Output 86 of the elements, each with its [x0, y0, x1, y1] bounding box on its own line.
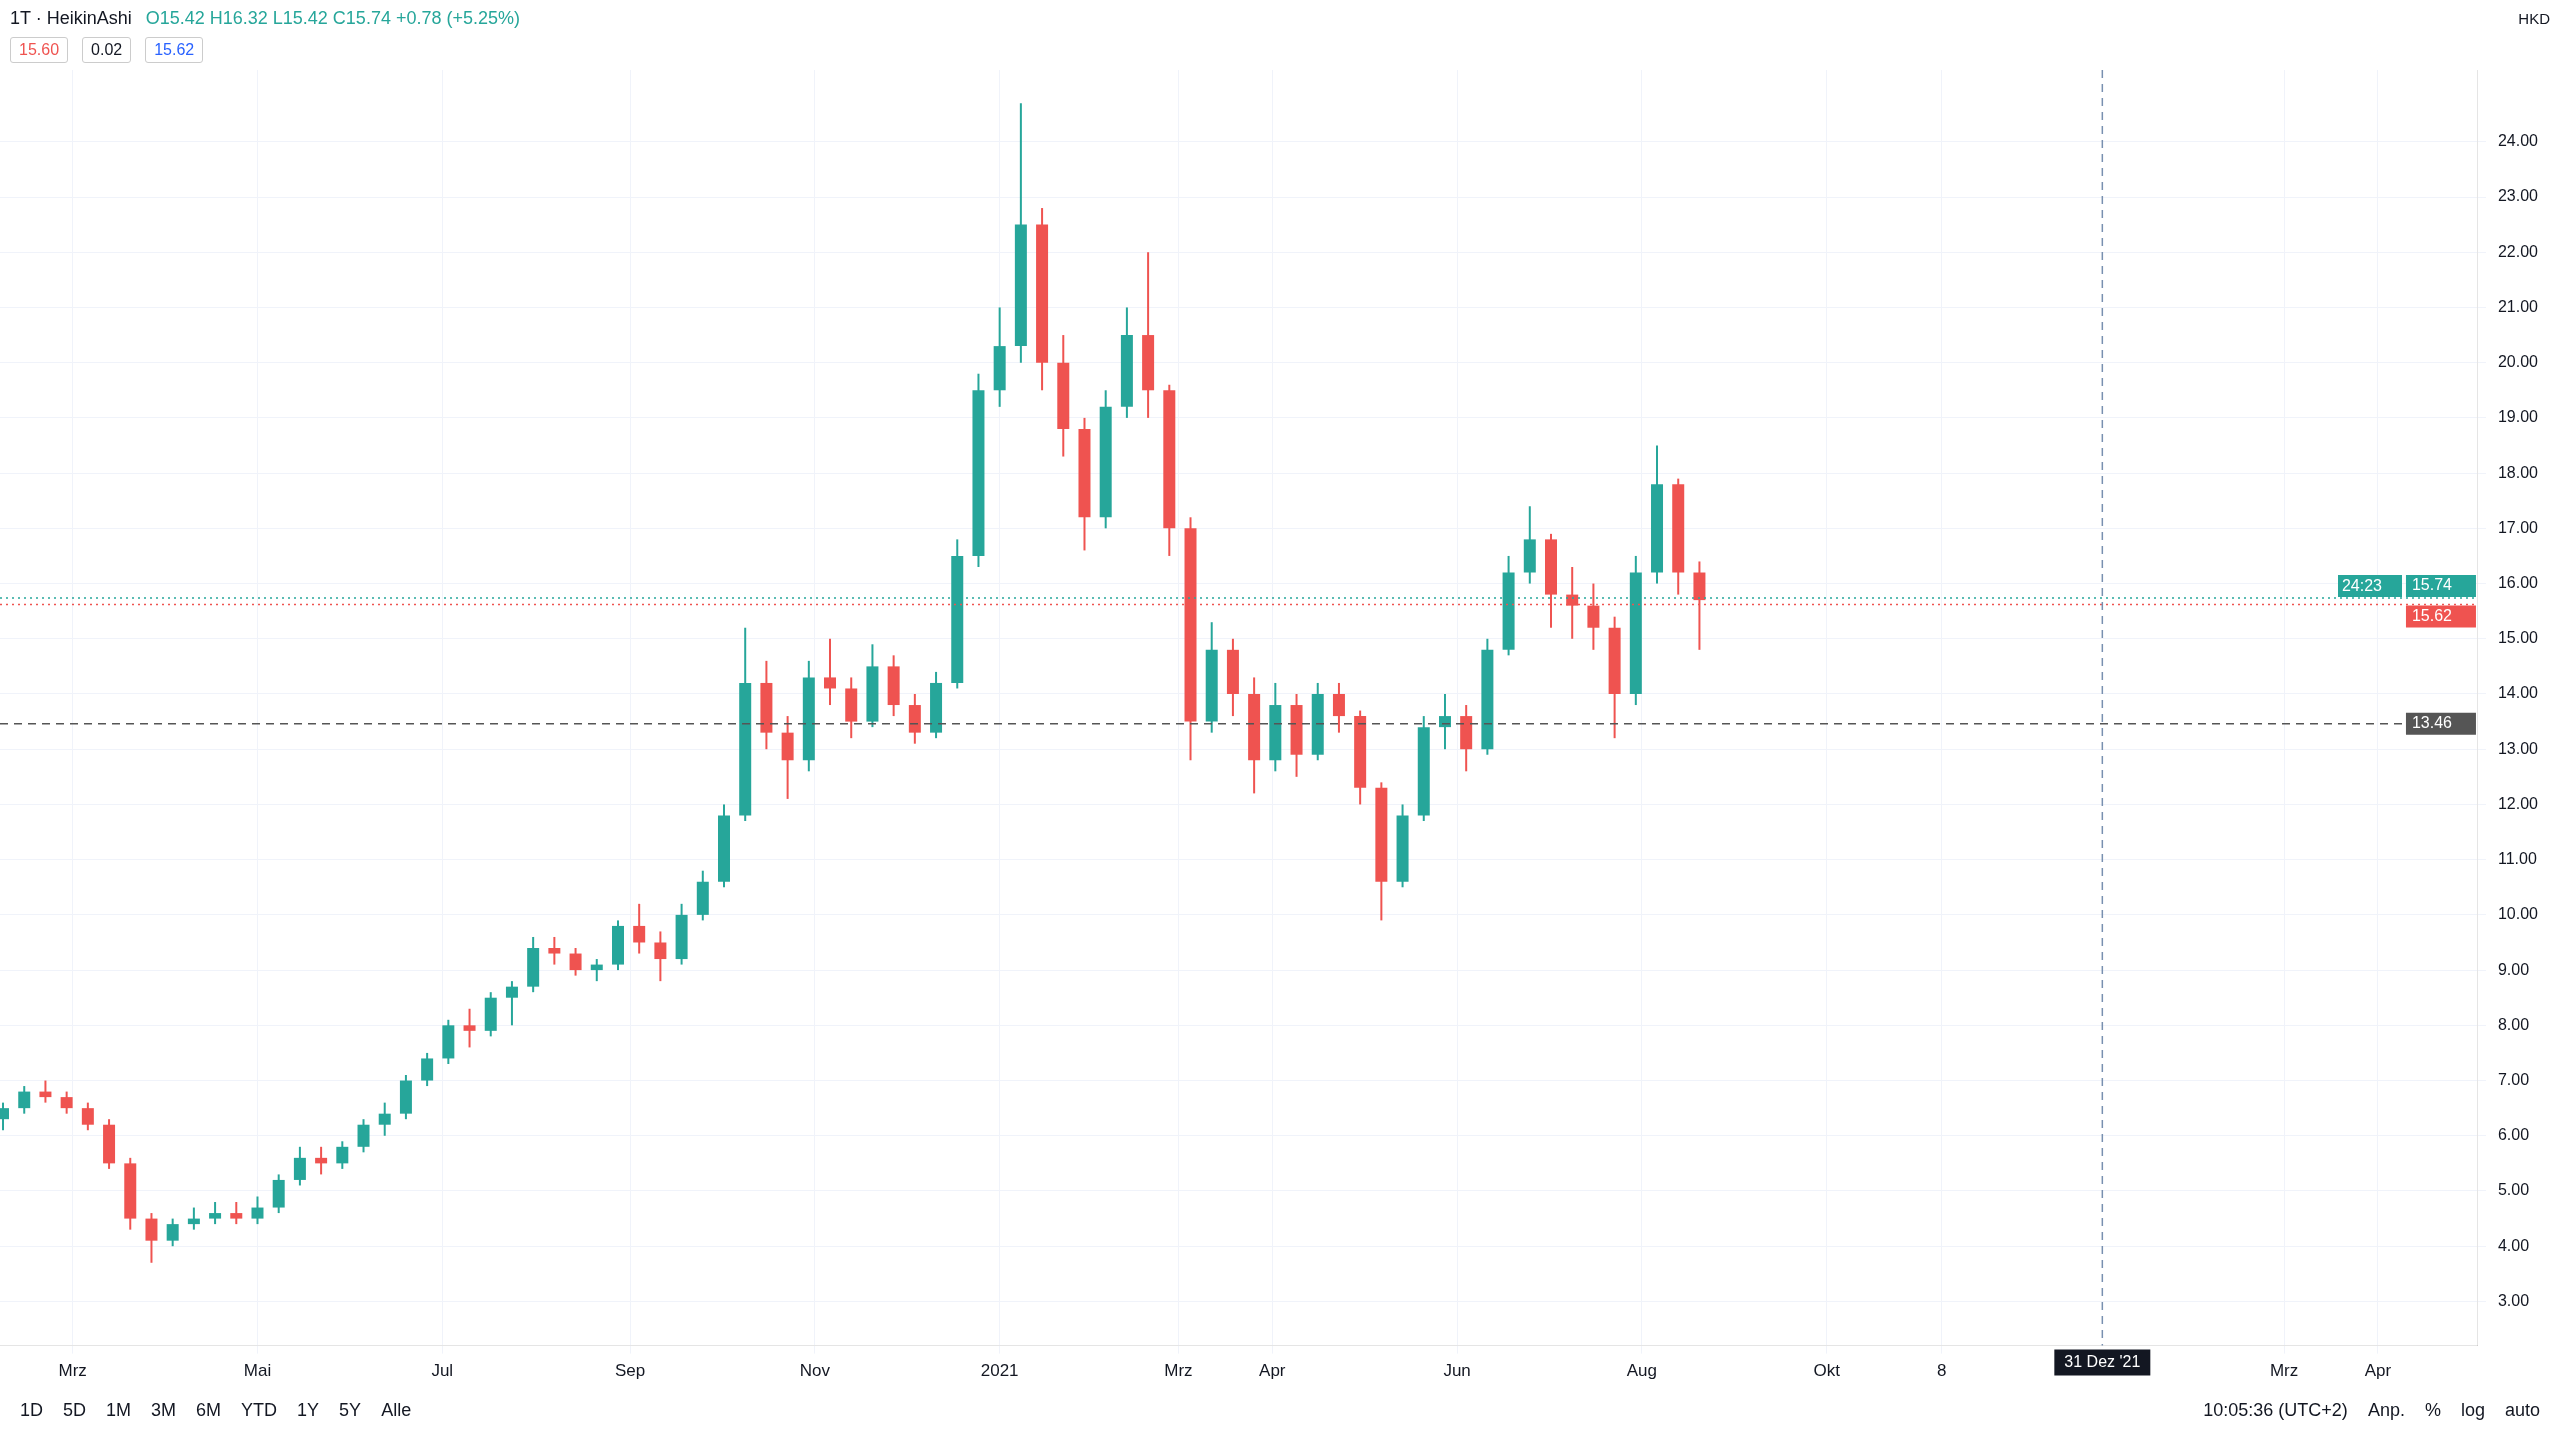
- ref-line-label: 15.74: [2411, 576, 2453, 594]
- text: YTD: [241, 1400, 278, 1421]
- y-tick-label: 5.00: [2497, 1181, 2530, 1199]
- candlestick: [421, 1051, 434, 1088]
- text: 15.60: [10, 37, 69, 63]
- x-tick-label: Sep: [614, 1361, 646, 1381]
- text: 1D: [20, 1400, 44, 1421]
- x-tick-label: Mrz: [1164, 1361, 1193, 1381]
- x-tick-label: Nov: [799, 1361, 831, 1381]
- y-tick-label: 15.00: [2497, 629, 2539, 647]
- text: 3M: [151, 1400, 177, 1421]
- y-tick-label: 20.00: [2497, 353, 2539, 371]
- x-tick-label: Apr: [1259, 1361, 1286, 1381]
- text: 1Y: [297, 1400, 320, 1421]
- candlestick: [81, 1101, 94, 1132]
- candlestick: [654, 930, 667, 983]
- text: auto: [2504, 1400, 2540, 1421]
- y-tick-label: 8.00: [2497, 1015, 2530, 1033]
- candlestick: [293, 1145, 306, 1187]
- text: 5Y: [339, 1400, 362, 1421]
- ref-line-label: 31 Dez '21: [2064, 1353, 2141, 1371]
- y-tick-label: 3.00: [2497, 1291, 2530, 1309]
- ref-line-label: 13.46: [2411, 714, 2453, 732]
- candlestick: [824, 637, 837, 707]
- candlestick: [315, 1145, 328, 1176]
- candlestick: [1332, 681, 1345, 734]
- x-tick-label: Jun: [1443, 1361, 1471, 1381]
- y-tick-label: 16.00: [2497, 573, 2539, 591]
- candlestick: [505, 980, 518, 1027]
- candlestick: [145, 1212, 158, 1264]
- x-tick-label: Aug: [1626, 1361, 1657, 1381]
- y-tick-label: 14.00: [2497, 684, 2539, 702]
- y-tick-label: 9.00: [2497, 960, 2530, 978]
- candlestick: [336, 1140, 349, 1170]
- text: 1M: [106, 1400, 132, 1421]
- chart-title: 1T · HeikinAshi: [10, 8, 132, 29]
- text: log: [2460, 1400, 2485, 1421]
- candlestick: [187, 1206, 200, 1231]
- candlestick: [251, 1195, 264, 1226]
- text: 15.62: [145, 37, 204, 63]
- ref-line-label: 15.62: [2411, 606, 2453, 624]
- candlestick: [548, 935, 561, 966]
- candlestick: [357, 1118, 370, 1154]
- y-tick-label: 6.00: [2497, 1126, 2530, 1144]
- y-tick-label: 23.00: [2497, 187, 2539, 205]
- candlestick: [463, 1007, 476, 1049]
- x-tick-label: Okt: [1813, 1361, 1841, 1381]
- text: 6M: [196, 1400, 222, 1421]
- x-tick-label: Mrz: [58, 1361, 87, 1381]
- y-tick-label: 10.00: [2497, 905, 2539, 923]
- candlestick: [590, 958, 603, 983]
- text: 5D: [63, 1400, 87, 1421]
- x-tick-label: Mrz: [2269, 1361, 2299, 1381]
- text: 10:05:36 (UTC+2): [2203, 1400, 2348, 1421]
- y-tick-label: 13.00: [2497, 739, 2539, 757]
- candlestick: [39, 1079, 52, 1104]
- y-tick-label: 24.00: [2497, 132, 2539, 150]
- chart-subtitle: O15.42 H16.32 L15.42 C15.74 +0.78 (+5.25%): [145, 8, 520, 29]
- candlestick: [166, 1217, 179, 1248]
- text: %: [2424, 1400, 2441, 1421]
- x-tick-label: Mai: [243, 1361, 272, 1381]
- candlestick: [230, 1201, 243, 1226]
- candlestick: [209, 1201, 222, 1226]
- y-tick-label: 19.00: [2497, 408, 2539, 426]
- y-tick-label: 18.00: [2497, 463, 2539, 481]
- text: Alle: [381, 1400, 412, 1421]
- text: Anp.: [2367, 1400, 2405, 1421]
- candlestick: [569, 947, 582, 977]
- x-tick-label: Jul: [431, 1361, 454, 1381]
- y-tick-label: 11.00: [2497, 850, 2537, 868]
- x-tick-label: 2021: [980, 1361, 1019, 1381]
- y-tick-label: 17.00: [2497, 518, 2539, 536]
- y-tick-label: 7.00: [2497, 1070, 2530, 1088]
- candlestick: [378, 1101, 391, 1137]
- candlestick: [633, 902, 646, 955]
- y-tick-label: 12.00: [2497, 794, 2539, 812]
- candlestick: [60, 1090, 73, 1115]
- y-tick-label: 4.00: [2497, 1236, 2530, 1254]
- candlestick: [18, 1085, 31, 1115]
- y-tick-label: 21.00: [2497, 297, 2539, 315]
- y-tick-label: 22.00: [2497, 242, 2539, 260]
- x-tick-label: Apr: [2364, 1361, 2392, 1381]
- x-tick-label: 8: [1937, 1361, 1947, 1381]
- text: 0.02: [82, 37, 132, 63]
- text: HKD: [2518, 10, 2550, 27]
- annotation: 24:23: [2337, 574, 2402, 597]
